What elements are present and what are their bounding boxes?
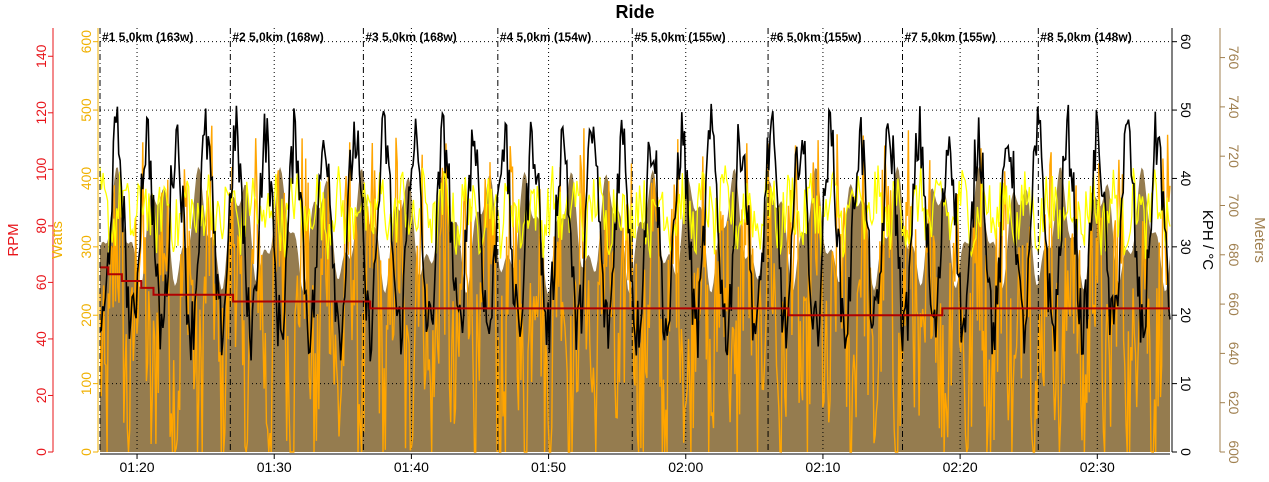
lap-label: #7 5,0km (155w)	[905, 30, 996, 44]
lap-label: #5 5,0km (155w)	[634, 30, 725, 44]
rpm-tick-label: 140	[33, 44, 49, 68]
altitude-tick-label: 680	[1226, 243, 1242, 267]
watts-tick-label: 500	[78, 98, 94, 122]
watts-tick-label: 600	[78, 30, 94, 54]
altitude-tick-label: 620	[1226, 391, 1242, 415]
lap-label: #3 5,0km (168w)	[365, 30, 456, 44]
time-tick-label: 01:50	[531, 459, 566, 475]
speed-tick-label: 30	[1178, 239, 1194, 255]
speed-axis-label: KPH / °C	[1199, 210, 1216, 270]
series-layer	[99, 103, 1171, 453]
lap-label: #6 5,0km (155w)	[770, 30, 861, 44]
time-tick-label: 02:30	[1080, 459, 1115, 475]
speed-tick-label: 10	[1178, 376, 1194, 392]
watts-tick-label: 200	[78, 303, 94, 327]
rpm-tick-label: 80	[33, 218, 49, 234]
time-tick-label: 01:20	[120, 459, 155, 475]
watts-axis-label: Watts	[49, 221, 66, 259]
rpm-tick-label: 60	[33, 274, 49, 290]
watts-tick-label: 100	[78, 372, 94, 396]
altitude-tick-label: 640	[1226, 342, 1242, 366]
rpm-axis-label: RPM	[5, 223, 22, 256]
lap-markers: #1 5,0km (163w) #2 5,0km (168w) #3 5,0km (…	[99, 28, 1132, 452]
lap-label: #8 5,0km (148w)	[1040, 30, 1131, 44]
speed-tick-label: 60	[1178, 34, 1194, 50]
power-line	[99, 125, 1171, 453]
rpm-tick-label: 100	[33, 157, 49, 181]
altitude-tick-label: 720	[1226, 145, 1242, 169]
speed-line	[99, 103, 1171, 362]
watts-tick-label: 400	[78, 167, 94, 191]
speed-tick-label: 50	[1178, 102, 1194, 118]
altitude-tick-label: 660	[1226, 292, 1242, 316]
lap-label: #2 5,0km (168w)	[232, 30, 323, 44]
time-tick-label: 02:00	[668, 459, 703, 475]
altitude-tick-label: 760	[1226, 46, 1242, 70]
axes: 01:20 01:30 01:40 01:50 02:00 02:10 02:20 02:30…	[5, 28, 1268, 475]
time-tick-label: 01:30	[257, 459, 292, 475]
temperature-line	[100, 266, 1170, 317]
rpm-tick-label: 0	[33, 448, 49, 456]
speed-tick-label: 0	[1178, 448, 1194, 456]
altitude-tick-label: 600	[1226, 440, 1242, 464]
time-tick-label: 02:20	[943, 459, 978, 475]
rpm-tick-label: 120	[33, 101, 49, 125]
time-tick-label: 02:10	[805, 459, 840, 475]
speed-tick-label: 20	[1178, 307, 1194, 323]
altitude-axis-label: Meters	[1251, 217, 1268, 263]
rpm-tick-label: 20	[33, 387, 49, 403]
altitude-tick-label: 740	[1226, 95, 1242, 119]
altitude-tick-label: 700	[1226, 194, 1242, 218]
cadence-line	[99, 165, 1171, 260]
time-tick-label: 01:40	[394, 459, 429, 475]
speed-tick-label: 40	[1178, 171, 1194, 187]
rpm-tick-label: 40	[33, 331, 49, 347]
watts-tick-label: 0	[78, 448, 94, 456]
watts-tick-label: 300	[78, 235, 94, 259]
chart-title: Ride	[615, 2, 654, 22]
lap-label: #4 5,0km (154w)	[500, 30, 591, 44]
lap-label: #1 5,0km (163w)	[102, 30, 193, 44]
